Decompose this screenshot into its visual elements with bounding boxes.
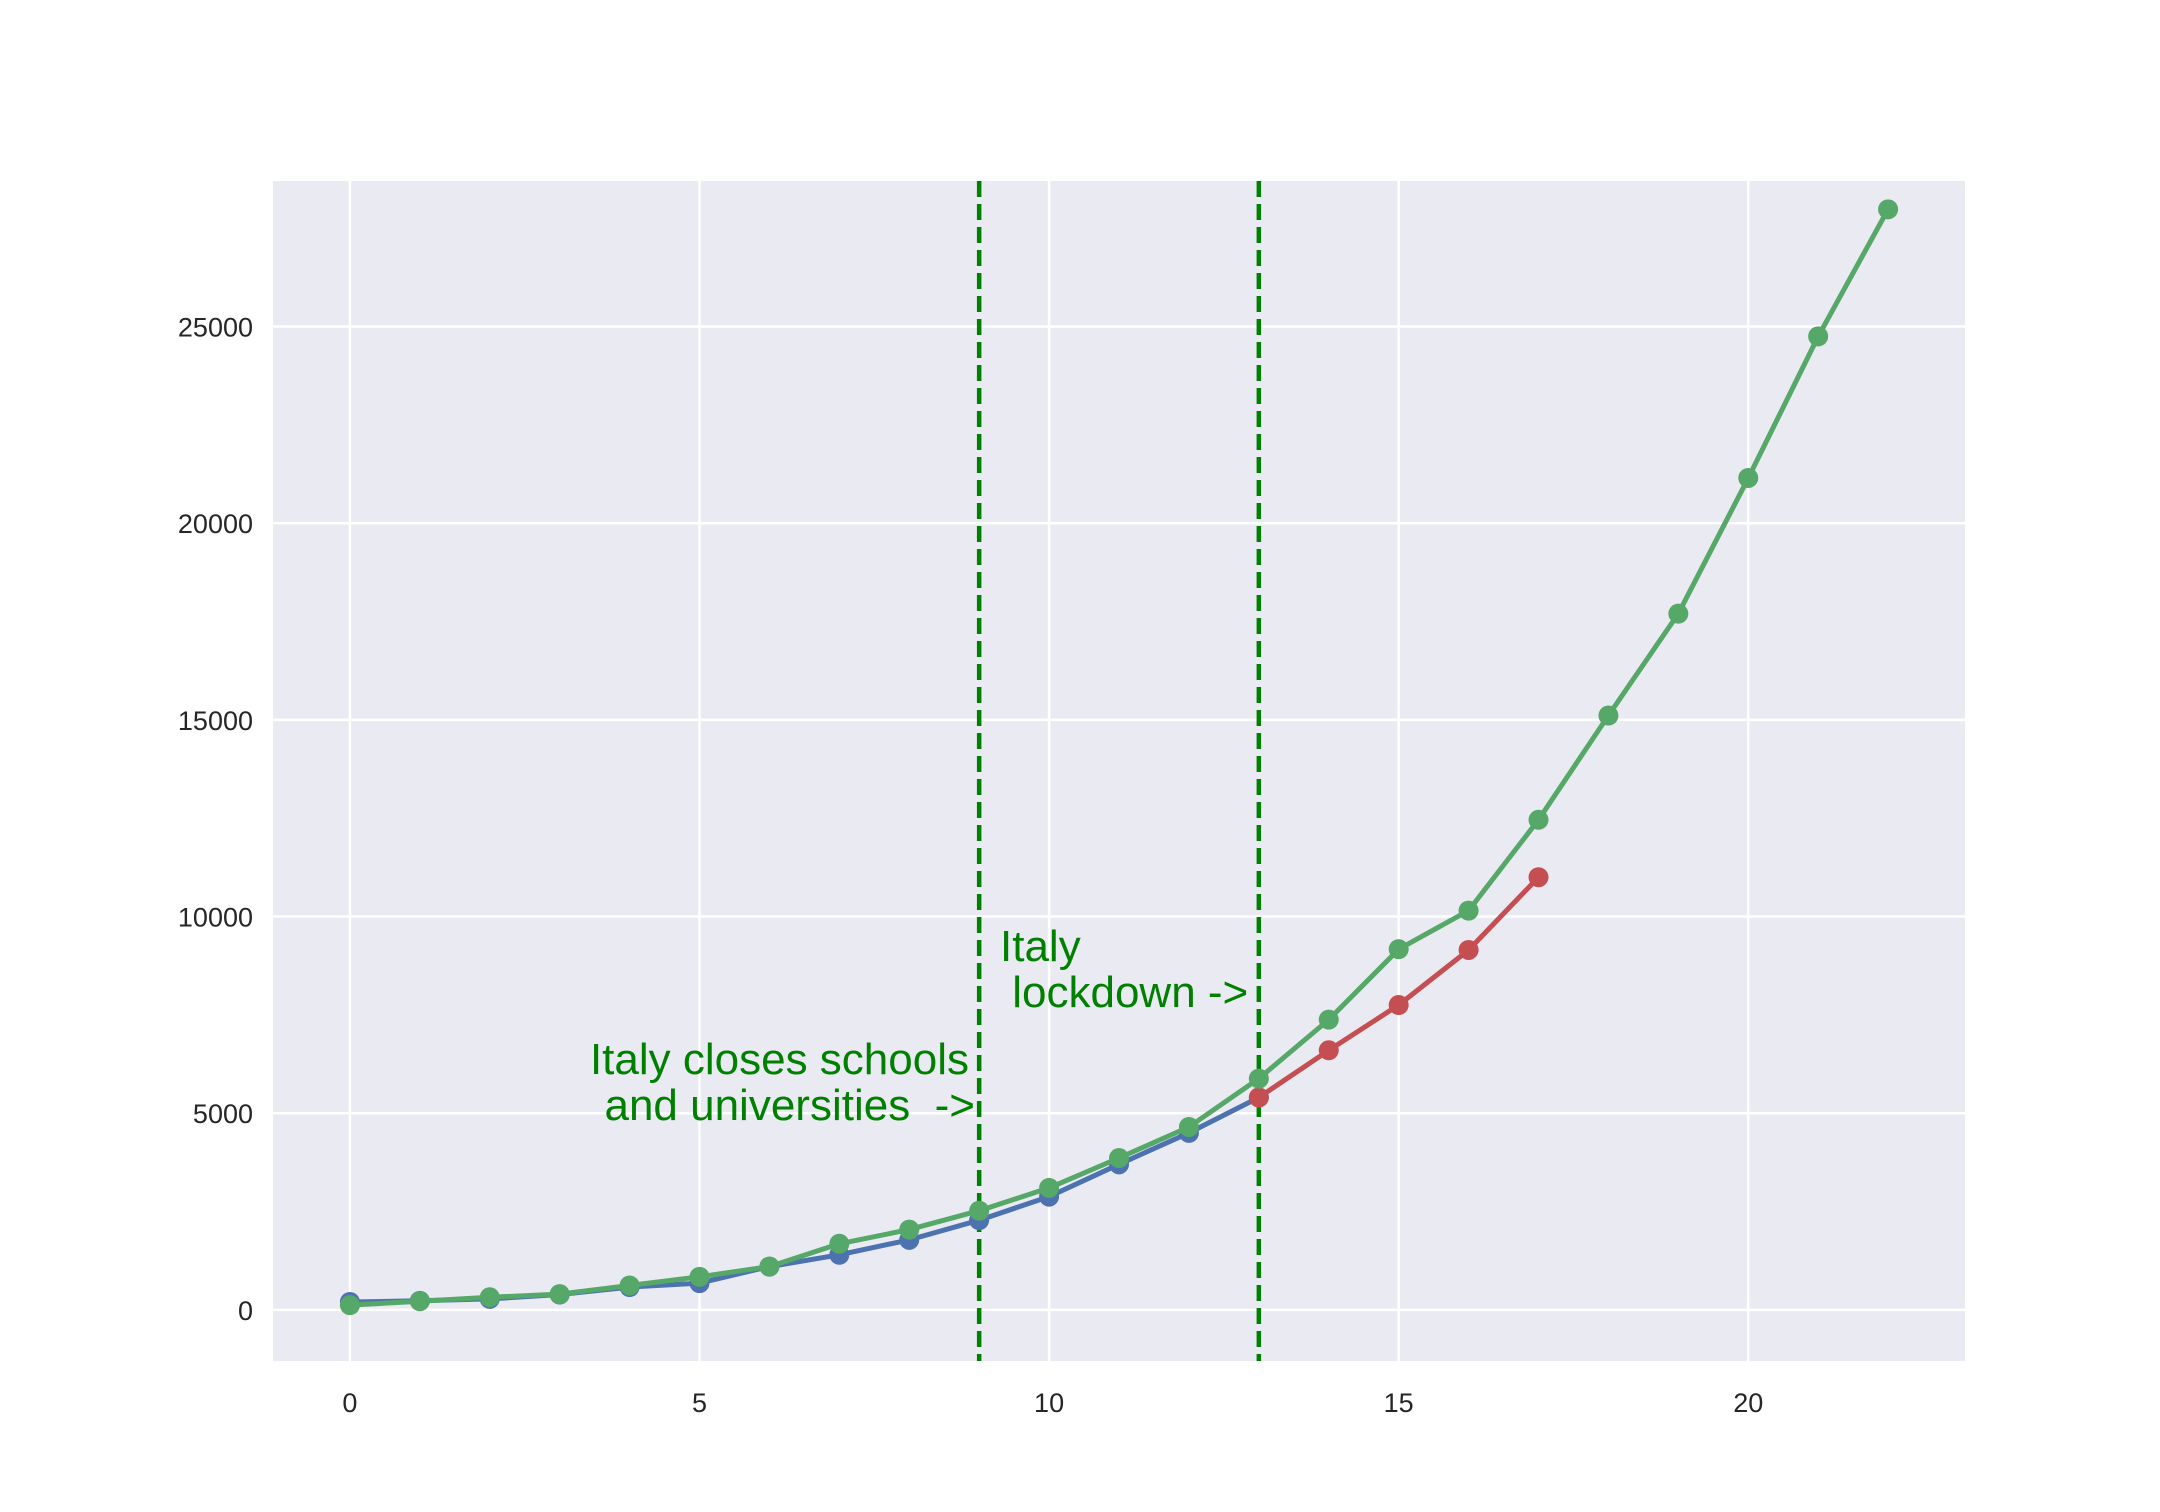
red-series-point xyxy=(1388,995,1409,1016)
y-tick-label: 15000 xyxy=(178,706,253,736)
red-series-point xyxy=(1248,1087,1269,1108)
red-series-point xyxy=(1528,867,1549,888)
green-series-point xyxy=(899,1219,920,1240)
annotation-lockdown-line-1: Italy xyxy=(1000,922,1081,971)
grid-lines xyxy=(273,181,1965,1361)
x-tick-label: 15 xyxy=(1384,1388,1414,1418)
tick-labels: 0 5 10 15 20 0 5000 10000 15000 20000 25000 xyxy=(178,313,1763,1418)
green-series-point xyxy=(1528,809,1549,830)
green-series-point xyxy=(969,1200,990,1221)
green-series-point xyxy=(1598,705,1619,726)
green-series-point xyxy=(619,1275,640,1296)
x-tick-label: 20 xyxy=(1733,1388,1763,1418)
annotation-schools-line-2: and universities -> xyxy=(604,1081,975,1130)
green-series-point xyxy=(1738,467,1759,488)
red-series-point xyxy=(1318,1040,1339,1061)
green-series-point xyxy=(549,1284,570,1305)
green-series-point xyxy=(1039,1177,1060,1198)
y-tick-label: 0 xyxy=(238,1296,253,1326)
y-tick-label: 20000 xyxy=(178,509,253,539)
red-series-point xyxy=(1458,939,1479,960)
green-series-point xyxy=(1248,1068,1269,1089)
green-series-point xyxy=(1388,939,1409,960)
green-series-point xyxy=(1109,1148,1129,1169)
green-series-point xyxy=(1668,603,1689,624)
green-series-point xyxy=(759,1256,780,1277)
annotation-lockdown-line-2: lockdown -> xyxy=(1000,968,1248,1017)
plot-area xyxy=(273,181,1965,1361)
y-tick-label: 10000 xyxy=(178,903,253,933)
y-tick-label: 25000 xyxy=(178,313,253,343)
annotation-schools-line-1: Italy closes schools xyxy=(590,1035,969,1084)
green-series xyxy=(339,199,1899,1316)
event-lines xyxy=(976,181,1262,1361)
x-tick-label: 5 xyxy=(692,1388,707,1418)
green-series-point xyxy=(1318,1009,1339,1030)
green-series-point xyxy=(829,1233,850,1254)
green-series-point xyxy=(689,1266,710,1287)
x-tick-label: 0 xyxy=(342,1388,357,1418)
green-series-point xyxy=(409,1291,430,1312)
red-series xyxy=(1248,867,1549,1108)
green-series-point xyxy=(1878,199,1899,220)
green-series-point xyxy=(339,1295,360,1316)
y-tick-label: 5000 xyxy=(193,1099,253,1129)
green-series-point xyxy=(1808,326,1829,347)
x-tick-label: 10 xyxy=(1034,1388,1064,1418)
data-series xyxy=(339,199,1899,1316)
green-series-point xyxy=(479,1287,500,1308)
green-series-point xyxy=(1458,900,1479,921)
green-series-point xyxy=(1178,1116,1199,1137)
